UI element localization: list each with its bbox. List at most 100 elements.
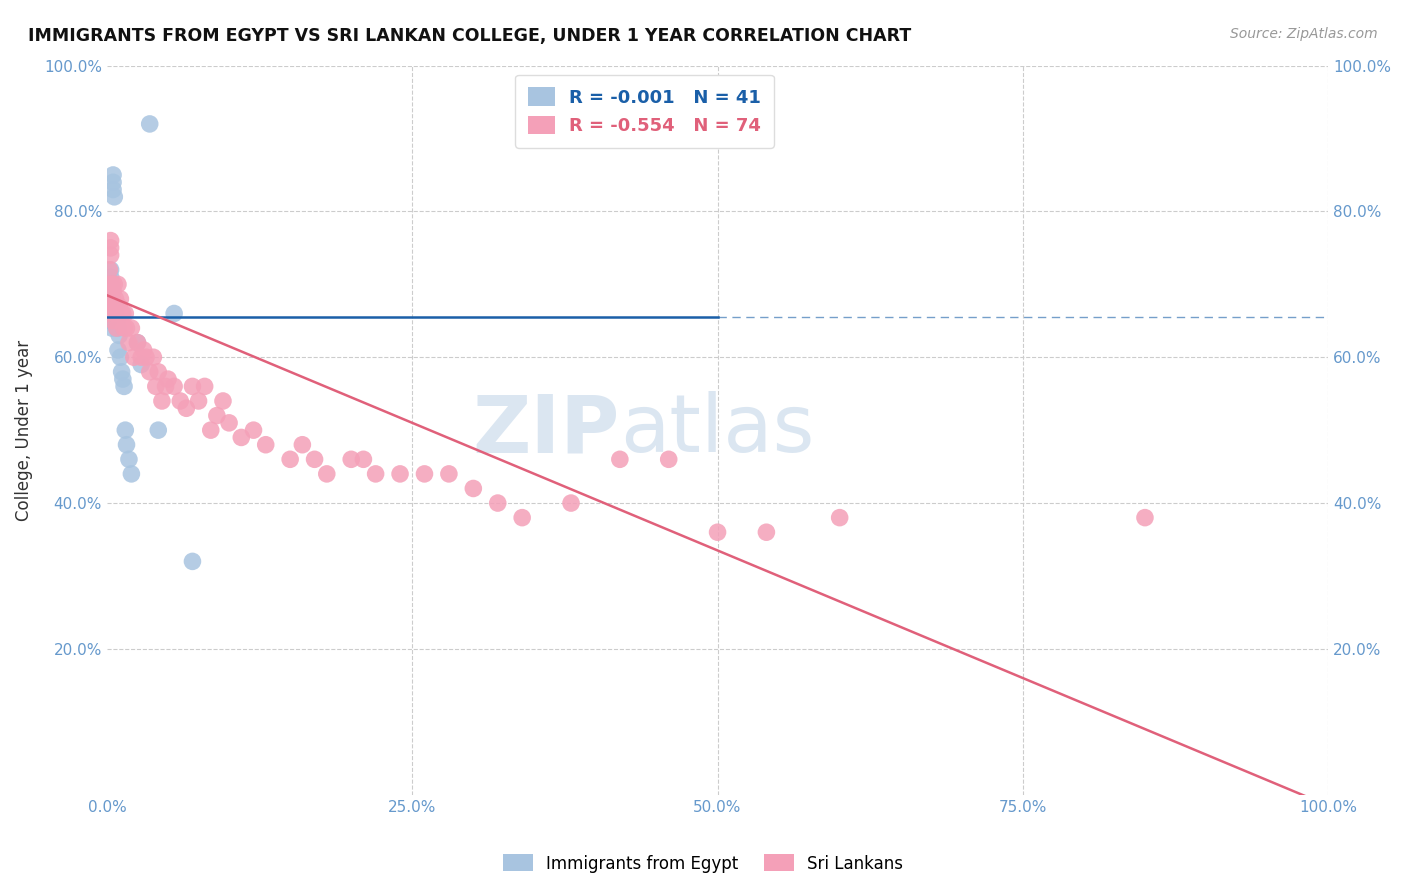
- Point: [364, 467, 387, 481]
- Point: [111, 306, 134, 320]
- Point: [101, 314, 124, 328]
- Point: [560, 496, 582, 510]
- Point: [111, 372, 134, 386]
- Point: [145, 379, 167, 393]
- Text: atlas: atlas: [620, 392, 814, 469]
- Point: [129, 358, 152, 372]
- Point: [127, 335, 149, 350]
- Point: [122, 350, 145, 364]
- Point: [138, 365, 160, 379]
- Point: [181, 379, 204, 393]
- Point: [278, 452, 301, 467]
- Point: [101, 292, 124, 306]
- Legend: R = -0.001   N = 41, R = -0.554   N = 74: R = -0.001 N = 41, R = -0.554 N = 74: [515, 75, 773, 148]
- Point: [132, 343, 155, 357]
- Point: [242, 423, 264, 437]
- Point: [107, 277, 129, 292]
- Point: [101, 168, 124, 182]
- Point: [100, 270, 122, 285]
- Point: [107, 321, 129, 335]
- Point: [291, 438, 314, 452]
- Point: [205, 409, 228, 423]
- Point: [98, 292, 121, 306]
- Point: [115, 438, 138, 452]
- Point: [486, 496, 509, 510]
- Point: [101, 306, 124, 320]
- Point: [148, 423, 170, 437]
- Point: [828, 510, 851, 524]
- Point: [176, 401, 198, 416]
- Point: [100, 241, 122, 255]
- Point: [120, 321, 142, 335]
- Point: [110, 292, 132, 306]
- Point: [98, 299, 121, 313]
- Point: [103, 190, 125, 204]
- Point: [150, 394, 173, 409]
- Point: [108, 306, 131, 320]
- Point: [437, 467, 460, 481]
- Point: [157, 372, 180, 386]
- Point: [120, 467, 142, 481]
- Point: [254, 438, 277, 452]
- Point: [135, 350, 157, 364]
- Point: [101, 285, 124, 299]
- Point: [97, 292, 120, 306]
- Point: [218, 416, 240, 430]
- Point: [105, 306, 128, 320]
- Point: [97, 306, 120, 320]
- Point: [100, 234, 122, 248]
- Point: [163, 379, 186, 393]
- Point: [463, 482, 485, 496]
- Text: IMMIGRANTS FROM EGYPT VS SRI LANKAN COLLEGE, UNDER 1 YEAR CORRELATION CHART: IMMIGRANTS FROM EGYPT VS SRI LANKAN COLL…: [28, 27, 911, 45]
- Point: [706, 525, 728, 540]
- Point: [112, 379, 135, 393]
- Legend: Immigrants from Egypt, Sri Lankans: Immigrants from Egypt, Sri Lankans: [496, 847, 910, 880]
- Point: [200, 423, 222, 437]
- Point: [101, 182, 124, 196]
- Point: [111, 365, 134, 379]
- Point: [413, 467, 436, 481]
- Point: [101, 277, 124, 292]
- Point: [97, 310, 120, 325]
- Point: [129, 350, 152, 364]
- Point: [510, 510, 533, 524]
- Point: [755, 525, 778, 540]
- Point: [104, 306, 127, 320]
- Point: [127, 335, 149, 350]
- Point: [101, 285, 124, 299]
- Point: [111, 306, 134, 320]
- Point: [155, 379, 177, 393]
- Point: [115, 321, 138, 335]
- Point: [98, 277, 121, 292]
- Text: ZIP: ZIP: [472, 392, 620, 469]
- Text: Source: ZipAtlas.com: Source: ZipAtlas.com: [1230, 27, 1378, 41]
- Point: [658, 452, 681, 467]
- Point: [103, 299, 125, 313]
- Point: [352, 452, 374, 467]
- Point: [105, 321, 128, 335]
- Point: [98, 314, 121, 328]
- Point: [100, 262, 122, 277]
- Point: [138, 117, 160, 131]
- Point: [101, 292, 124, 306]
- Point: [108, 328, 131, 343]
- Point: [101, 175, 124, 189]
- Point: [101, 321, 124, 335]
- Point: [114, 423, 136, 437]
- Point: [118, 452, 141, 467]
- Point: [389, 467, 412, 481]
- Point: [108, 299, 131, 313]
- Point: [304, 452, 326, 467]
- Point: [181, 554, 204, 568]
- Point: [101, 299, 124, 313]
- Point: [148, 365, 170, 379]
- Y-axis label: College, Under 1 year: College, Under 1 year: [15, 340, 32, 521]
- Point: [194, 379, 217, 393]
- Point: [103, 306, 125, 320]
- Point: [315, 467, 337, 481]
- Point: [98, 262, 121, 277]
- Point: [1133, 510, 1156, 524]
- Point: [110, 350, 132, 364]
- Point: [212, 394, 235, 409]
- Point: [97, 306, 120, 320]
